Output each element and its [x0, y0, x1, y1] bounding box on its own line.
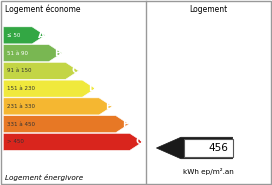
Text: 331 à 450: 331 à 450 — [7, 122, 35, 127]
Text: 151 à 230: 151 à 230 — [7, 86, 35, 91]
Polygon shape — [3, 98, 112, 115]
Text: 456: 456 — [208, 143, 228, 153]
Text: Logement: Logement — [190, 5, 228, 14]
Text: Logement économe: Logement économe — [5, 5, 81, 14]
Text: Logement énergivore: Logement énergivore — [5, 174, 83, 181]
Text: F: F — [122, 120, 128, 129]
Text: 91 à 150: 91 à 150 — [7, 68, 31, 73]
Text: D: D — [88, 84, 95, 93]
Polygon shape — [156, 137, 233, 159]
Text: 231 à 330: 231 à 330 — [7, 104, 35, 109]
Text: B: B — [54, 49, 61, 58]
Text: ≤ 50: ≤ 50 — [7, 33, 20, 38]
Polygon shape — [3, 133, 143, 150]
Polygon shape — [3, 62, 79, 79]
Text: A: A — [38, 31, 45, 40]
Text: G: G — [135, 137, 143, 146]
Text: > 450: > 450 — [7, 139, 23, 144]
Text: C: C — [71, 66, 78, 75]
Polygon shape — [3, 80, 95, 97]
Polygon shape — [3, 116, 129, 133]
Polygon shape — [3, 27, 45, 44]
Text: E: E — [105, 102, 111, 111]
Text: 51 à 90: 51 à 90 — [7, 51, 27, 56]
Text: kWh ep/m².an: kWh ep/m².an — [183, 168, 234, 175]
Polygon shape — [3, 45, 62, 62]
FancyBboxPatch shape — [184, 139, 233, 157]
